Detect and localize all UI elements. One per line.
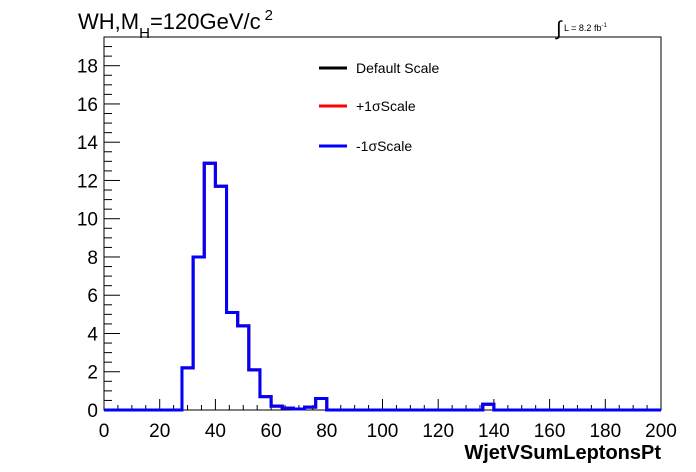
luminosity-exponent: -1 [601,23,607,29]
y-tick-label: 18 [77,57,98,78]
y-tick-label: 10 [77,210,98,231]
title-suffix: =120GeV/c [150,9,261,34]
x-tick-label: 100 [367,421,399,442]
legend-label: Default Scale [356,60,439,76]
x-tick-label: 0 [99,421,110,442]
y-tick-label: 8 [87,248,98,269]
integral-symbol: ∫ [556,18,562,40]
x-tick-label: 20 [149,421,170,442]
x-tick-label: 60 [261,421,282,442]
y-axis: 0 2 4 6 8 10 12 14 16 18 [77,36,120,422]
y-tick-label: 14 [77,133,99,154]
y-tick-label: 6 [87,286,98,307]
x-axis: 0 20 40 60 80 100 120 140 160 180 200 [99,399,677,442]
series-group [104,161,661,412]
x-tick-label: 200 [645,421,677,442]
x-tick-label: 140 [478,421,510,442]
x-tick-label: 180 [589,421,621,442]
y-tick-label: 16 [77,95,98,116]
x-axis-title: WjetVSumLeptonsPt [464,442,661,464]
y-tick-label: 0 [87,401,98,422]
title-superscript: 2 [265,7,273,24]
series-line-1 [104,161,661,412]
x-tick-label: 120 [422,421,454,442]
chart-title: WH,MH=120GeV/c 2 [78,7,273,42]
title-subscript: H [139,25,150,42]
x-tick-label: 80 [316,421,337,442]
legend-label: -1σScale [356,138,412,154]
y-tick-label: 2 [87,363,98,384]
luminosity-label: ∫ L = 8.2 fb-1 [556,14,607,40]
y-tick-label: 12 [77,171,98,192]
y-tick-label: 4 [87,324,98,345]
legend-label: +1σScale [356,98,416,114]
series-line-3 [104,161,661,412]
plot-frame [103,36,662,411]
legend: Default Scale +1σScale -1σScale [319,60,439,154]
luminosity-text: L = 8.2 fb [564,23,602,33]
x-tick-label: 160 [534,421,566,442]
series-line-2 [104,161,661,412]
x-tick-label: 40 [205,421,226,442]
